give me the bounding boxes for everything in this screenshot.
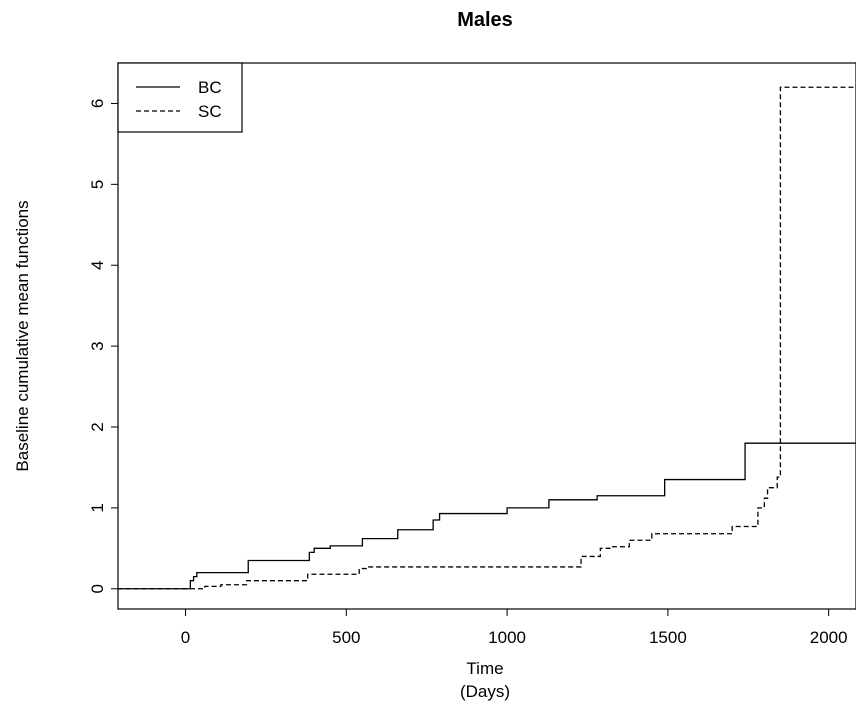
x-axis-label: Time bbox=[466, 659, 503, 678]
y-axis-label: Baseline cumulative mean functions bbox=[13, 200, 32, 471]
y-tick-label: 5 bbox=[88, 180, 107, 189]
x-tick-label: 0 bbox=[181, 628, 190, 647]
x-tick-label: 500 bbox=[332, 628, 360, 647]
x-axis: 0 500 1000 1500 2000 bbox=[181, 608, 848, 647]
x-tick-label: 1500 bbox=[649, 628, 687, 647]
legend-box bbox=[117, 62, 243, 133]
y-tick-label: 3 bbox=[88, 341, 107, 350]
y-tick-label: 1 bbox=[88, 503, 107, 512]
series-layer bbox=[118, 86, 856, 590]
x-tick-label: 1000 bbox=[488, 628, 526, 647]
series-bc-line bbox=[118, 442, 856, 590]
y-tick-label: 6 bbox=[88, 99, 107, 108]
y-tick-label: 2 bbox=[88, 422, 107, 431]
legend: BC SC bbox=[117, 62, 243, 133]
series-sc-line bbox=[118, 86, 856, 590]
y-tick-label: 4 bbox=[88, 260, 107, 269]
chart-title: Males bbox=[457, 9, 513, 31]
x-tick-label: 2000 bbox=[810, 628, 848, 647]
legend-label-bc: BC bbox=[198, 78, 222, 97]
y-tick-label: 0 bbox=[88, 584, 107, 593]
legend-label-sc: SC bbox=[198, 102, 222, 121]
y-axis: 0 1 2 3 4 5 6 bbox=[88, 99, 119, 594]
x-axis-sublabel: (Days) bbox=[460, 682, 510, 701]
